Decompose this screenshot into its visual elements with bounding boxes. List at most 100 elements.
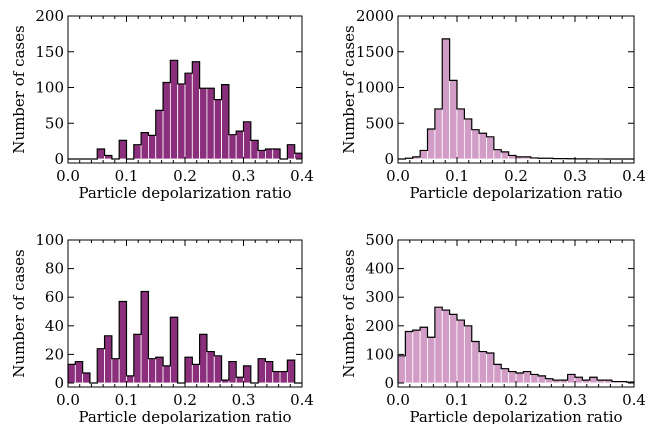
histogram-bar: [118, 140, 127, 160]
x-tick-label: 0.4: [290, 391, 314, 409]
histogram-bar: [419, 326, 428, 384]
histogram-bar: [471, 341, 480, 384]
y-tick-label: 80: [45, 260, 64, 278]
chart-panel-1: 0.0 0.1 0.2 0.3 0.4 0 50 100 150 200 Particle depo…: [10, 7, 314, 202]
histogram-bar: [589, 376, 598, 384]
x-axis-label: Particle depolarization ratio: [409, 184, 622, 202]
histogram-bar: [206, 351, 215, 384]
histogram-bar: [441, 309, 451, 384]
y-tick-label: 500: [365, 231, 394, 249]
x-tick-label: 0.1: [115, 167, 139, 185]
histogram-outline: [67, 290, 302, 384]
histogram-bar: [133, 144, 142, 160]
histogram-bar: [155, 109, 164, 160]
x-tick-label: 0.4: [290, 167, 314, 185]
y-tick-label: 0: [384, 374, 394, 392]
histogram-bar: [463, 118, 473, 160]
bars: [404, 38, 605, 160]
y-tick-label: 1500: [356, 43, 394, 61]
x-tick-label: 0.1: [445, 391, 469, 409]
histogram-bar: [434, 108, 443, 160]
x-tick-label: 0.3: [232, 167, 256, 185]
histogram-outline: [397, 306, 635, 383]
histogram-bar: [478, 132, 487, 160]
histogram-bar: [493, 364, 502, 384]
histogram-bar: [286, 144, 296, 160]
y-axis-label: Number of cases: [10, 249, 28, 377]
histogram-bar: [96, 348, 105, 384]
histogram-bar: [427, 336, 436, 384]
histogram-bar: [265, 361, 274, 384]
histogram-bar: [221, 84, 230, 160]
y-tick-label: 100: [365, 345, 394, 363]
histogram-bar: [500, 151, 510, 160]
x-tick-label: 0.4: [622, 391, 646, 409]
histogram-bar: [126, 375, 135, 384]
x-tick-label: 0.2: [173, 391, 197, 409]
histogram-bar: [162, 82, 171, 160]
histogram-bar: [530, 374, 539, 384]
x-tick-label: 0.0: [56, 167, 80, 185]
y-tick-label: 20: [45, 345, 64, 363]
y-tick-label: 40: [45, 317, 64, 335]
histogram-bar: [463, 325, 473, 384]
histogram-bar: [191, 61, 201, 160]
histogram-bar: [486, 352, 495, 384]
histogram-bar: [199, 333, 208, 384]
histogram-bar: [243, 121, 252, 160]
x-axis-label: Particle depolarization ratio: [78, 408, 291, 424]
histogram-bar: [294, 152, 303, 160]
x-tick-label: 0.4: [622, 167, 646, 185]
y-axis-label: Number of cases: [340, 249, 358, 377]
histogram-bar: [500, 368, 510, 384]
histogram-bar: [191, 364, 201, 384]
histogram-outline: [398, 38, 634, 160]
y-tick-label: 100: [35, 79, 64, 97]
histogram-bar: [169, 59, 179, 160]
histogram-bar: [148, 135, 157, 160]
histogram-bar: [74, 361, 84, 384]
histogram-bar: [471, 129, 480, 160]
x-tick-label: 0.0: [56, 391, 80, 409]
histogram-bar: [427, 128, 436, 160]
histogram-bar: [493, 149, 502, 160]
histogram-bar: [522, 371, 532, 384]
histogram-bar: [257, 358, 266, 384]
histogram-bar: [140, 291, 149, 384]
histogram-bar: [257, 150, 266, 160]
histogram-bar: [213, 355, 222, 384]
histogram-bar: [228, 361, 237, 384]
x-axis-label: Particle depolarization ratio: [78, 184, 291, 202]
x-tick-label: 0.2: [173, 167, 197, 185]
x-tick-label: 0.1: [445, 167, 469, 185]
histogram-bar: [286, 359, 296, 384]
histogram-bar: [206, 87, 215, 160]
y-axis-label: Number of cases: [340, 25, 358, 153]
histogram-bar: [148, 358, 157, 384]
histogram-bar: [265, 148, 274, 160]
chart-panel-3: 0.0 0.1 0.2 0.3 0.4 0 20 40 60 80 100 Particle depo…: [10, 231, 314, 424]
histogram-outline: [68, 59, 303, 160]
histogram-bar: [404, 331, 414, 384]
x-tick-label: 0.3: [232, 391, 256, 409]
x-tick-label: 0.0: [386, 391, 410, 409]
histogram-bar: [574, 376, 583, 384]
y-tick-label: 0: [384, 150, 394, 168]
histogram-bar: [515, 372, 524, 384]
histogram-bar: [441, 38, 451, 160]
x-tick-label: 0.2: [504, 167, 528, 185]
y-tick-label: 0: [54, 374, 64, 392]
histogram-bar: [169, 316, 179, 384]
y-axis-label: Number of cases: [10, 25, 28, 153]
histogram-bar: [486, 136, 495, 160]
histogram-bar: [449, 313, 458, 384]
y-tick-label: 0: [54, 150, 64, 168]
histogram-bar: [272, 371, 281, 384]
histogram-bar: [243, 365, 252, 384]
histogram-bar: [184, 356, 193, 384]
y-tick-label: 2000: [356, 7, 394, 25]
histogram-bar: [140, 132, 149, 160]
histogram-bar: [537, 375, 546, 384]
y-tick-label: 100: [35, 231, 64, 249]
